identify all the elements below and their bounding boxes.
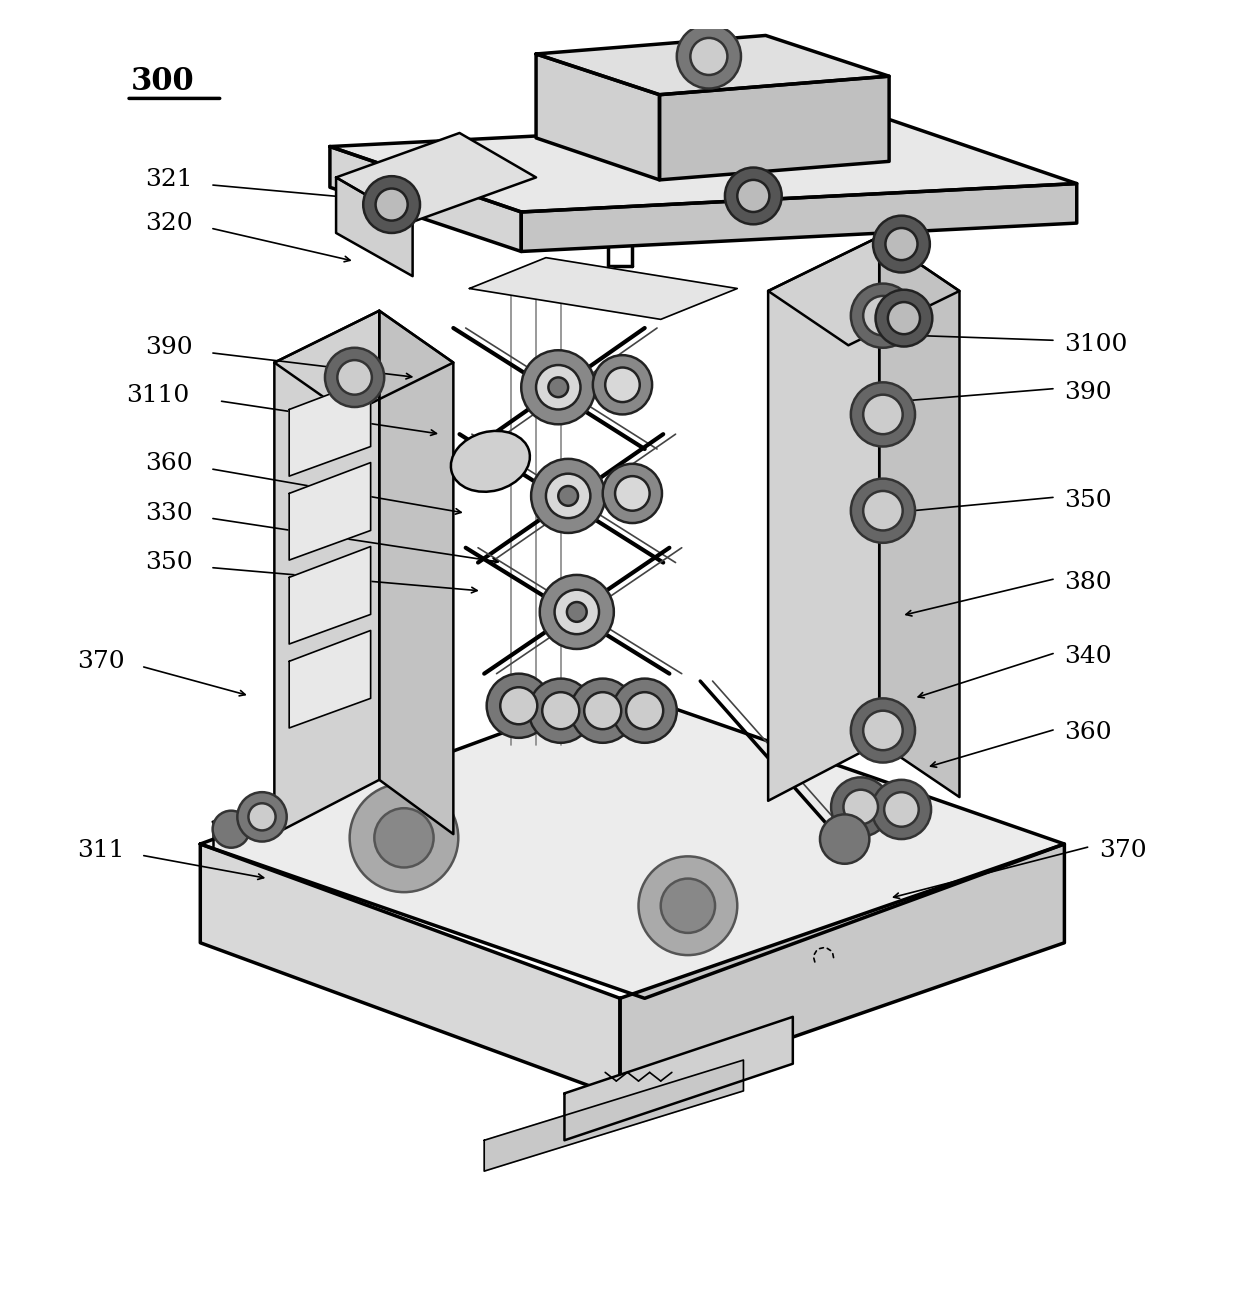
Circle shape — [531, 459, 605, 533]
Polygon shape — [330, 146, 521, 251]
Circle shape — [863, 711, 903, 750]
Text: 330: 330 — [145, 502, 192, 525]
Circle shape — [554, 590, 599, 634]
Polygon shape — [289, 631, 371, 728]
Circle shape — [374, 808, 434, 868]
Circle shape — [873, 216, 930, 273]
Text: 360: 360 — [145, 453, 192, 476]
Polygon shape — [201, 844, 620, 1096]
Circle shape — [851, 383, 915, 446]
Circle shape — [831, 777, 890, 837]
Polygon shape — [330, 118, 1076, 212]
Polygon shape — [660, 76, 889, 180]
Polygon shape — [536, 54, 660, 180]
Circle shape — [888, 303, 920, 334]
Polygon shape — [484, 1060, 744, 1171]
Circle shape — [363, 176, 420, 233]
Polygon shape — [879, 237, 960, 796]
Text: 321: 321 — [145, 168, 192, 191]
Circle shape — [725, 168, 781, 224]
Text: 350: 350 — [1064, 489, 1112, 512]
Circle shape — [661, 878, 715, 932]
Circle shape — [350, 784, 459, 892]
Polygon shape — [336, 177, 413, 277]
Polygon shape — [336, 133, 536, 222]
Polygon shape — [289, 463, 371, 560]
Circle shape — [738, 180, 769, 212]
Circle shape — [570, 679, 635, 742]
Circle shape — [237, 793, 286, 842]
Text: 370: 370 — [77, 650, 124, 672]
Circle shape — [548, 378, 568, 397]
Circle shape — [536, 365, 580, 410]
Polygon shape — [274, 310, 454, 415]
Circle shape — [567, 603, 587, 622]
Circle shape — [885, 228, 918, 260]
Circle shape — [337, 361, 372, 394]
Text: 3110: 3110 — [126, 384, 190, 407]
Circle shape — [851, 283, 915, 348]
Circle shape — [872, 780, 931, 839]
Circle shape — [626, 692, 663, 729]
Circle shape — [605, 367, 640, 402]
Polygon shape — [564, 1016, 792, 1140]
Polygon shape — [289, 547, 371, 644]
Text: 320: 320 — [145, 212, 192, 234]
Polygon shape — [201, 689, 1064, 998]
Circle shape — [613, 679, 677, 742]
Polygon shape — [379, 310, 454, 834]
Circle shape — [542, 692, 579, 729]
Polygon shape — [521, 184, 1076, 251]
Circle shape — [376, 189, 408, 221]
Circle shape — [851, 478, 915, 543]
Text: 380: 380 — [1064, 570, 1112, 593]
Circle shape — [486, 674, 551, 738]
Text: 300: 300 — [131, 66, 195, 97]
Polygon shape — [768, 237, 960, 345]
Circle shape — [820, 815, 869, 864]
Text: 311: 311 — [77, 839, 124, 861]
Circle shape — [584, 692, 621, 729]
Circle shape — [677, 25, 742, 88]
Circle shape — [884, 793, 919, 826]
Circle shape — [615, 476, 650, 511]
Text: 350: 350 — [145, 551, 192, 574]
Polygon shape — [620, 844, 1064, 1096]
Circle shape — [248, 803, 275, 830]
Text: 370: 370 — [1099, 839, 1147, 861]
Polygon shape — [274, 310, 379, 834]
Polygon shape — [536, 35, 889, 94]
Circle shape — [325, 348, 384, 407]
Circle shape — [212, 811, 249, 848]
Polygon shape — [289, 379, 371, 476]
Circle shape — [691, 37, 728, 75]
Circle shape — [528, 679, 593, 742]
Circle shape — [500, 688, 537, 724]
Circle shape — [558, 486, 578, 506]
Circle shape — [863, 394, 903, 434]
Circle shape — [593, 356, 652, 415]
Text: 3100: 3100 — [1064, 332, 1127, 356]
Circle shape — [875, 290, 932, 347]
Text: 390: 390 — [145, 336, 192, 359]
Circle shape — [863, 491, 903, 530]
Polygon shape — [768, 237, 879, 800]
Text: 390: 390 — [1064, 380, 1112, 403]
Circle shape — [546, 473, 590, 518]
Circle shape — [843, 790, 878, 824]
Circle shape — [521, 350, 595, 424]
Circle shape — [603, 464, 662, 524]
Circle shape — [639, 856, 738, 956]
Circle shape — [863, 296, 903, 335]
Circle shape — [851, 698, 915, 763]
Polygon shape — [470, 257, 738, 319]
Circle shape — [539, 575, 614, 649]
Text: 340: 340 — [1064, 645, 1112, 668]
Ellipse shape — [451, 431, 529, 491]
Text: 360: 360 — [1064, 721, 1112, 745]
